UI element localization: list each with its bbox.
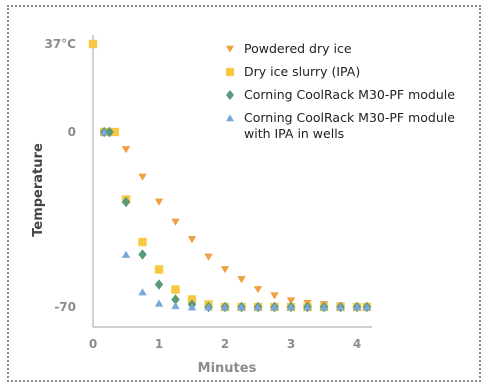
triangle-up-data-point xyxy=(270,303,279,311)
triangle-up-data-point xyxy=(303,303,312,311)
triangle-down-data-point xyxy=(253,286,263,294)
triangle-up-data-point xyxy=(138,288,147,296)
triangle-up-data-point xyxy=(187,303,197,311)
legend-label-4: Corning CoolRack M30-PF module xyxy=(244,110,455,125)
y-tick-label: 37°C xyxy=(44,37,76,51)
series-4 xyxy=(100,128,372,311)
triangle-up-data-point xyxy=(100,128,109,136)
legend-marker-4 xyxy=(226,114,234,122)
triangle-down-data-point xyxy=(220,266,230,274)
triangle-up-data-point xyxy=(154,299,164,307)
series-1 xyxy=(88,40,372,311)
triangle-up-data-point xyxy=(336,303,345,311)
y-tick-label: 0 xyxy=(68,125,76,139)
diamond-data-point xyxy=(171,294,180,305)
diamond-data-point xyxy=(105,126,114,138)
data-points xyxy=(88,39,372,313)
series-2 xyxy=(88,39,372,312)
triangle-up-data-point xyxy=(220,303,230,311)
triangle-up-data-point xyxy=(171,301,180,310)
diamond-data-point xyxy=(154,279,164,290)
x-tick-label: 4 xyxy=(353,337,361,351)
x-tick-label: 2 xyxy=(221,337,229,351)
legend-label-3: Corning CoolRack M30-PF module xyxy=(244,87,455,102)
legend-label-1: Powdered dry ice xyxy=(244,41,352,56)
triangle-down-data-point xyxy=(204,253,213,261)
square-data-point xyxy=(138,237,147,247)
legend-marker-2 xyxy=(226,68,234,76)
triangle-down-data-point xyxy=(270,292,279,300)
triangle-down-data-point xyxy=(237,276,246,284)
chart-frame xyxy=(7,5,481,382)
triangle-up-data-point xyxy=(319,303,329,311)
triangle-up-data-point xyxy=(286,303,296,311)
triangle-up-data-point xyxy=(362,303,372,311)
triangle-up-data-point xyxy=(204,303,213,311)
triangle-down-data-point xyxy=(286,297,296,305)
triangle-down-data-point xyxy=(187,236,197,244)
legend: Powdered dry ice Dry ice slurry (IPA) Corn… xyxy=(226,41,455,141)
square-data-point xyxy=(110,127,119,137)
x-tick-label: 1 xyxy=(155,337,163,351)
diamond-data-point xyxy=(121,196,131,208)
triangle-down-data-point xyxy=(154,198,164,206)
diamond-data-point xyxy=(138,249,147,260)
tick-labels: 0 1 2 3 4 37°C 0 -70 xyxy=(44,37,361,351)
y-tick-label: -70 xyxy=(54,300,76,314)
legend-label-2: Dry ice slurry (IPA) xyxy=(244,64,360,79)
legend-label-4-line2: with IPA in wells xyxy=(244,126,344,141)
square-data-point xyxy=(88,39,98,49)
legend-marker-1 xyxy=(226,45,234,53)
axes xyxy=(92,35,372,328)
y-axis-label: Temperature xyxy=(31,143,46,237)
triangle-down-data-point xyxy=(121,146,131,154)
triangle-up-data-point xyxy=(121,250,131,258)
legend-marker-3 xyxy=(226,90,234,100)
x-axis-label: Minutes xyxy=(198,361,257,376)
x-tick-label: 3 xyxy=(287,337,295,351)
triangle-up-data-point xyxy=(253,303,263,311)
square-data-point xyxy=(171,285,180,294)
triangle-up-data-point xyxy=(237,303,246,311)
triangle-up-data-point xyxy=(352,303,362,311)
square-data-point xyxy=(154,265,164,274)
series-3 xyxy=(100,126,372,313)
triangle-down-data-point xyxy=(171,218,180,226)
x-tick-label: 0 xyxy=(89,337,97,351)
triangle-down-data-point xyxy=(138,173,147,181)
